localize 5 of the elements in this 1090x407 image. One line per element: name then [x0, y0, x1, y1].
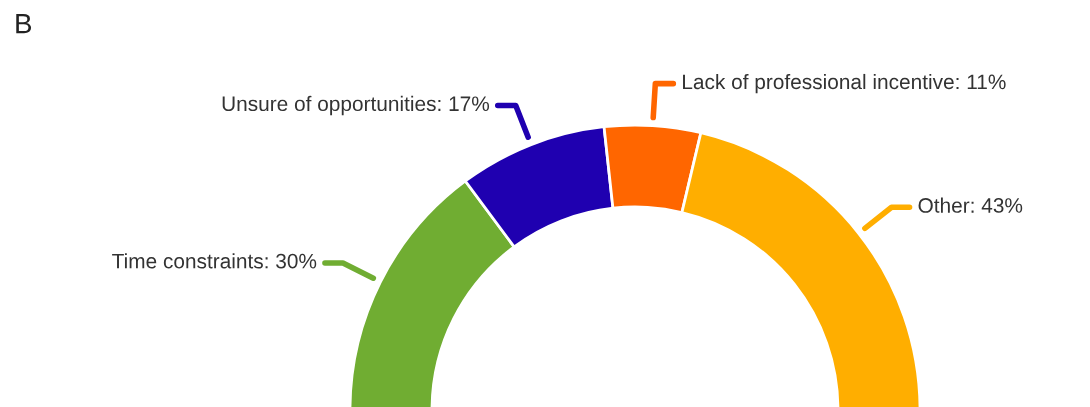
slice-label: Other: 43% [918, 197, 1023, 213]
slice-label: Lack of professional incentive: 11% [683, 73, 1006, 94]
slice-label: Time constraints: 30% [112, 253, 317, 269]
slice-label: Unsure of opportunities: 17% [222, 95, 490, 116]
chart-title: B [16, 14, 32, 34]
